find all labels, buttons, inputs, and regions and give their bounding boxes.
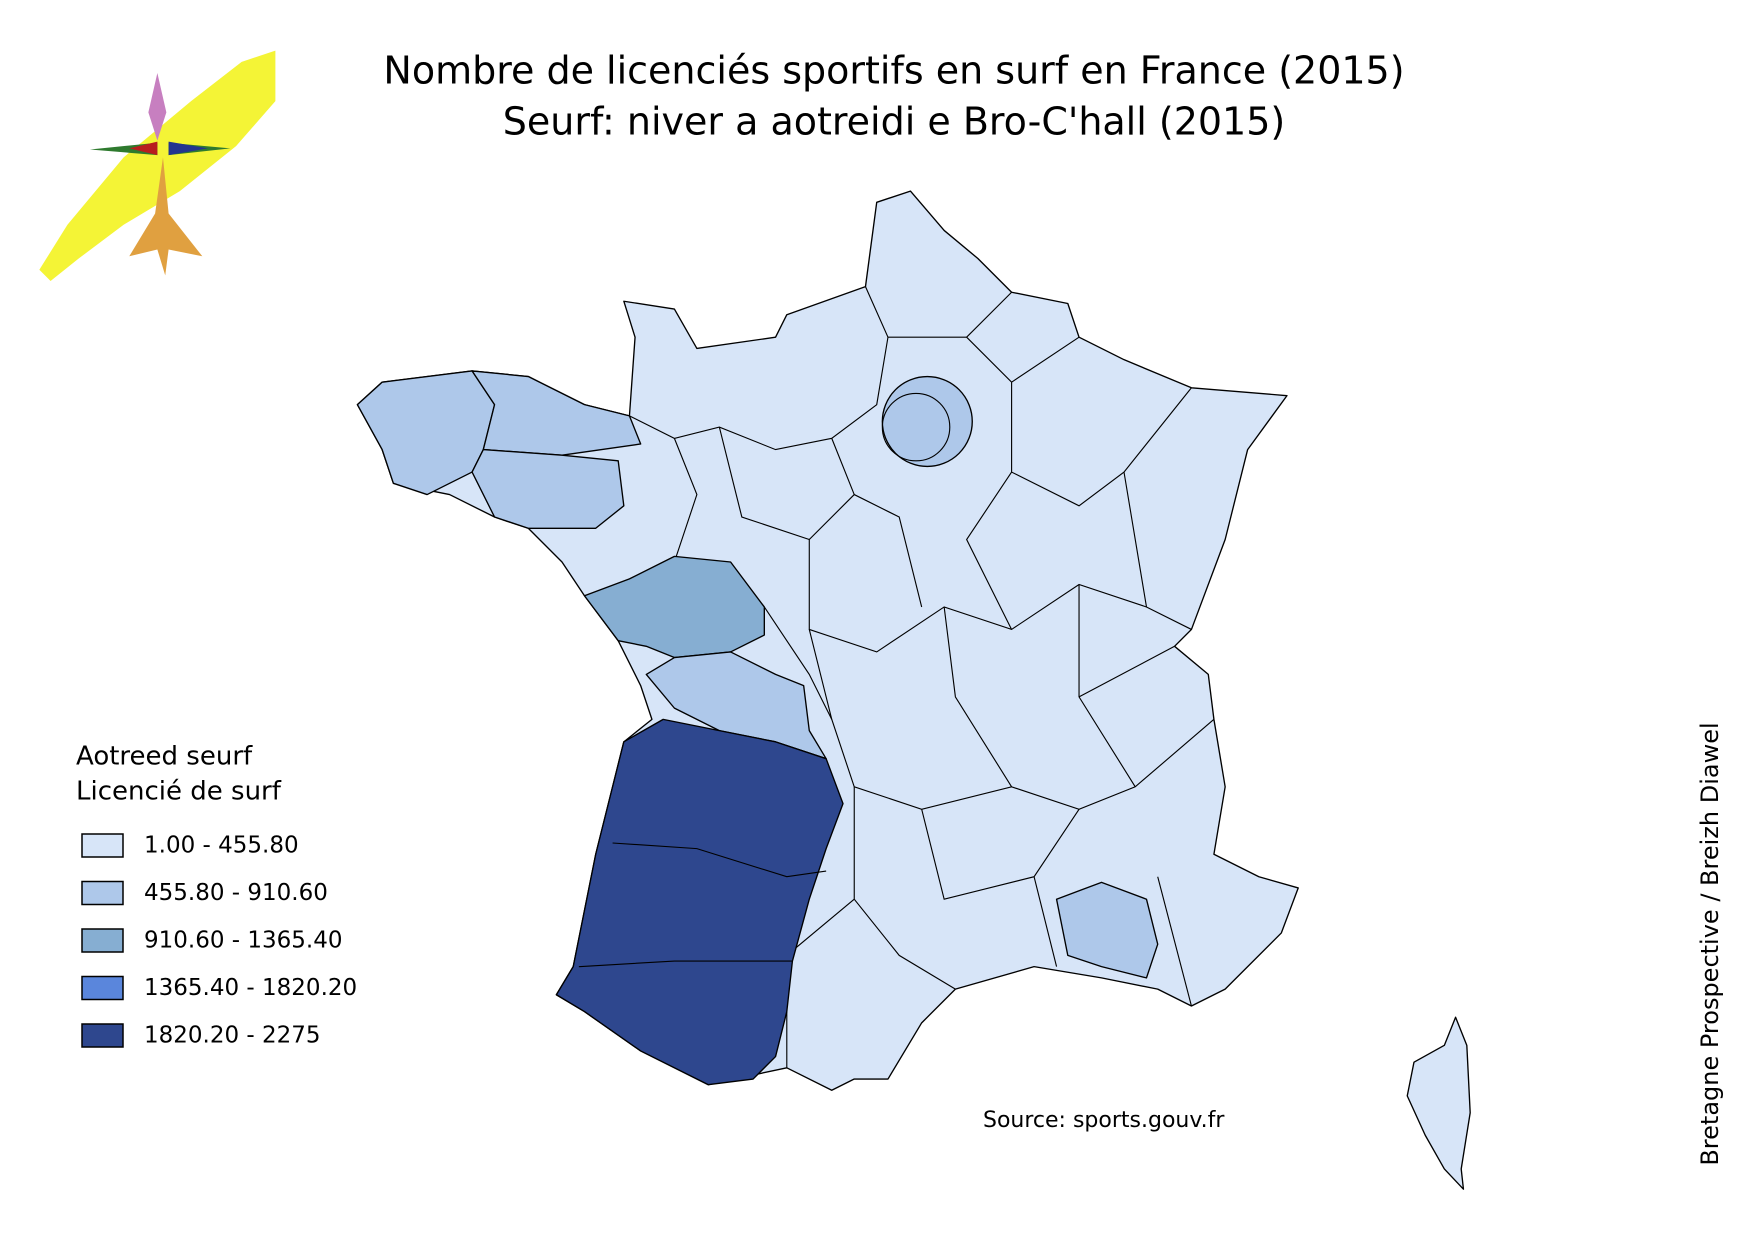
title-line: Seurf: niver a aotreidi e Bro-C'hall (20…	[503, 100, 1286, 144]
morbihan	[471, 448, 625, 529]
department-borders	[629, 286, 1215, 1068]
legend-label: 1820.20 - 2275	[144, 1023, 321, 1049]
legend: Aotreed seurf Licencié de surf 1.00 - 45…	[76, 742, 357, 1049]
paris-area	[881, 375, 973, 468]
legend-label: 1365.40 - 1820.20	[144, 975, 357, 1001]
legend-swatch	[81, 880, 124, 906]
title-line: Nombre de licenciés sportifs en surf en …	[383, 49, 1404, 93]
legend-label: 1.00 - 455.80	[144, 833, 299, 859]
cotes-armor	[471, 370, 642, 456]
credit: Bretagne Prospective / Breizh Diawel	[1696, 722, 1724, 1165]
source: Source: sports.gouv.fr	[983, 1108, 1225, 1133]
aquitaine-coast	[555, 718, 844, 1086]
charente-maritime	[645, 651, 827, 760]
legend-label: 455.80 - 910.60	[144, 880, 328, 906]
france	[356, 190, 1299, 1091]
map	[39, 50, 1471, 1190]
legend-swatch	[81, 1023, 124, 1048]
legend-swatch	[81, 975, 124, 1001]
legend-title: Aotreed seurf	[76, 742, 253, 772]
legend-label: 910.60 - 1365.40	[144, 928, 343, 954]
legend-swatch	[81, 928, 124, 953]
corsica	[1406, 1016, 1471, 1190]
legend-title: Licencié de surf	[76, 777, 282, 807]
loire-atlantique-vendee	[583, 555, 765, 659]
logo	[39, 50, 276, 281]
title: Nombre de licenciés sportifs en surf en …	[383, 49, 1404, 144]
bouches-du-rhone	[1055, 881, 1159, 979]
legend-swatch	[81, 833, 124, 858]
